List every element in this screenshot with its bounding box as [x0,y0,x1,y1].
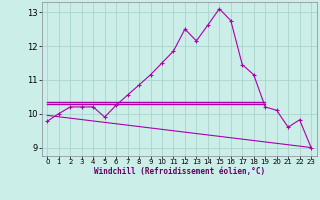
X-axis label: Windchill (Refroidissement éolien,°C): Windchill (Refroidissement éolien,°C) [94,167,265,176]
